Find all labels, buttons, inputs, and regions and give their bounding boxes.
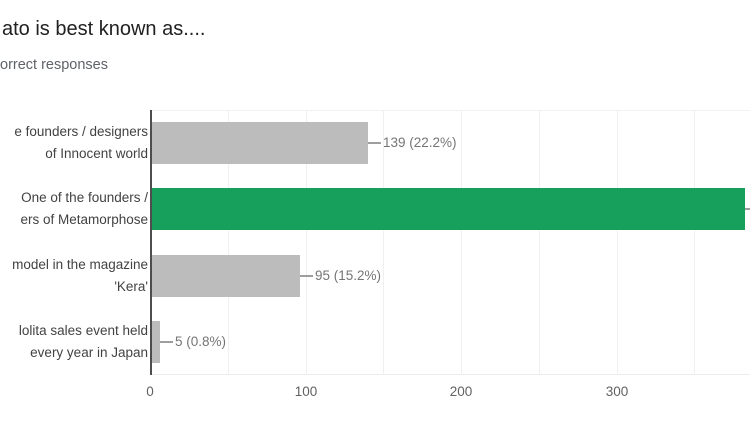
category-label-line: of Innocent world [45, 146, 148, 161]
category-label: One of the founders / ers of Metamorphose [0, 186, 148, 232]
category-label-line: every year in Japan [30, 345, 148, 360]
category-label: e founders / designers of Innocent world [0, 120, 148, 166]
category-label-line: ers of Metamorphose [20, 212, 148, 227]
value-connector-line [160, 341, 173, 343]
gridline [461, 110, 462, 375]
gridline [539, 110, 540, 375]
category-label-line: 'Kera' [114, 279, 148, 294]
category-label: model in the magazine 'Kera' [0, 253, 148, 299]
x-tick-label: 200 [449, 384, 473, 399]
value-connector-line [368, 142, 381, 144]
x-tick-label: 0 [146, 384, 154, 399]
category-label-line: e founders / designers [14, 124, 148, 139]
category-label-line: model in the magazine [12, 257, 148, 272]
x-tick-label: 300 [605, 384, 629, 399]
bar [152, 255, 300, 297]
gridline [694, 110, 695, 375]
bar [152, 122, 368, 164]
bar-highlighted-correct [152, 188, 745, 230]
bar-value-label: 5 (0.8%) [175, 334, 227, 349]
category-label-line: One of the founders / [21, 190, 148, 205]
x-tick-label: 100 [294, 384, 318, 399]
category-label-line: lolita sales event held [18, 323, 148, 338]
bar-value-label: 139 (22.2%) [383, 135, 457, 150]
gridline [383, 110, 384, 375]
plot-area [150, 110, 750, 375]
gridline [228, 110, 229, 375]
category-label: lolita sales event held every year in Jap… [0, 319, 148, 365]
gridline [306, 110, 307, 375]
gridline [617, 110, 618, 375]
bar-value-label: 95 (15.2%) [315, 268, 382, 283]
chart-subtitle: orrect responses [0, 57, 108, 73]
y-axis-line [150, 110, 152, 375]
value-connector-line [300, 275, 313, 277]
bar [152, 321, 160, 363]
chart-title: ato is best known as.... [2, 18, 206, 40]
value-connector-line [745, 208, 750, 210]
